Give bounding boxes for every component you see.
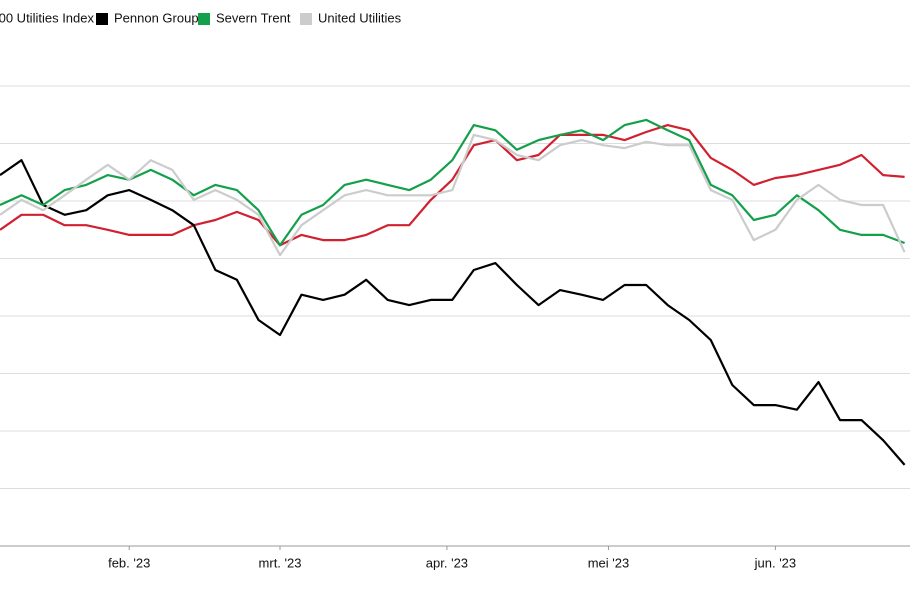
x-tick-label: apr. '23	[426, 555, 468, 570]
x-tick-label: mei '23	[588, 555, 630, 570]
legend-label: 00 Utilities Index	[0, 10, 94, 25]
series-line	[0, 118, 905, 247]
legend-label: Pennon Group	[114, 10, 199, 25]
series-line	[0, 159, 906, 466]
x-tick-label: jun. '23	[754, 555, 797, 570]
legend-label: Severn Trent	[216, 10, 291, 25]
legend-label: United Utilities	[318, 10, 402, 25]
legend-swatch	[300, 13, 312, 25]
legend-swatch	[96, 13, 108, 25]
x-tick-label: feb. '23	[108, 555, 150, 570]
series-line	[0, 133, 906, 257]
legend-swatch	[198, 13, 210, 25]
series-line	[0, 124, 905, 247]
x-tick-label: mrt. '23	[259, 555, 302, 570]
